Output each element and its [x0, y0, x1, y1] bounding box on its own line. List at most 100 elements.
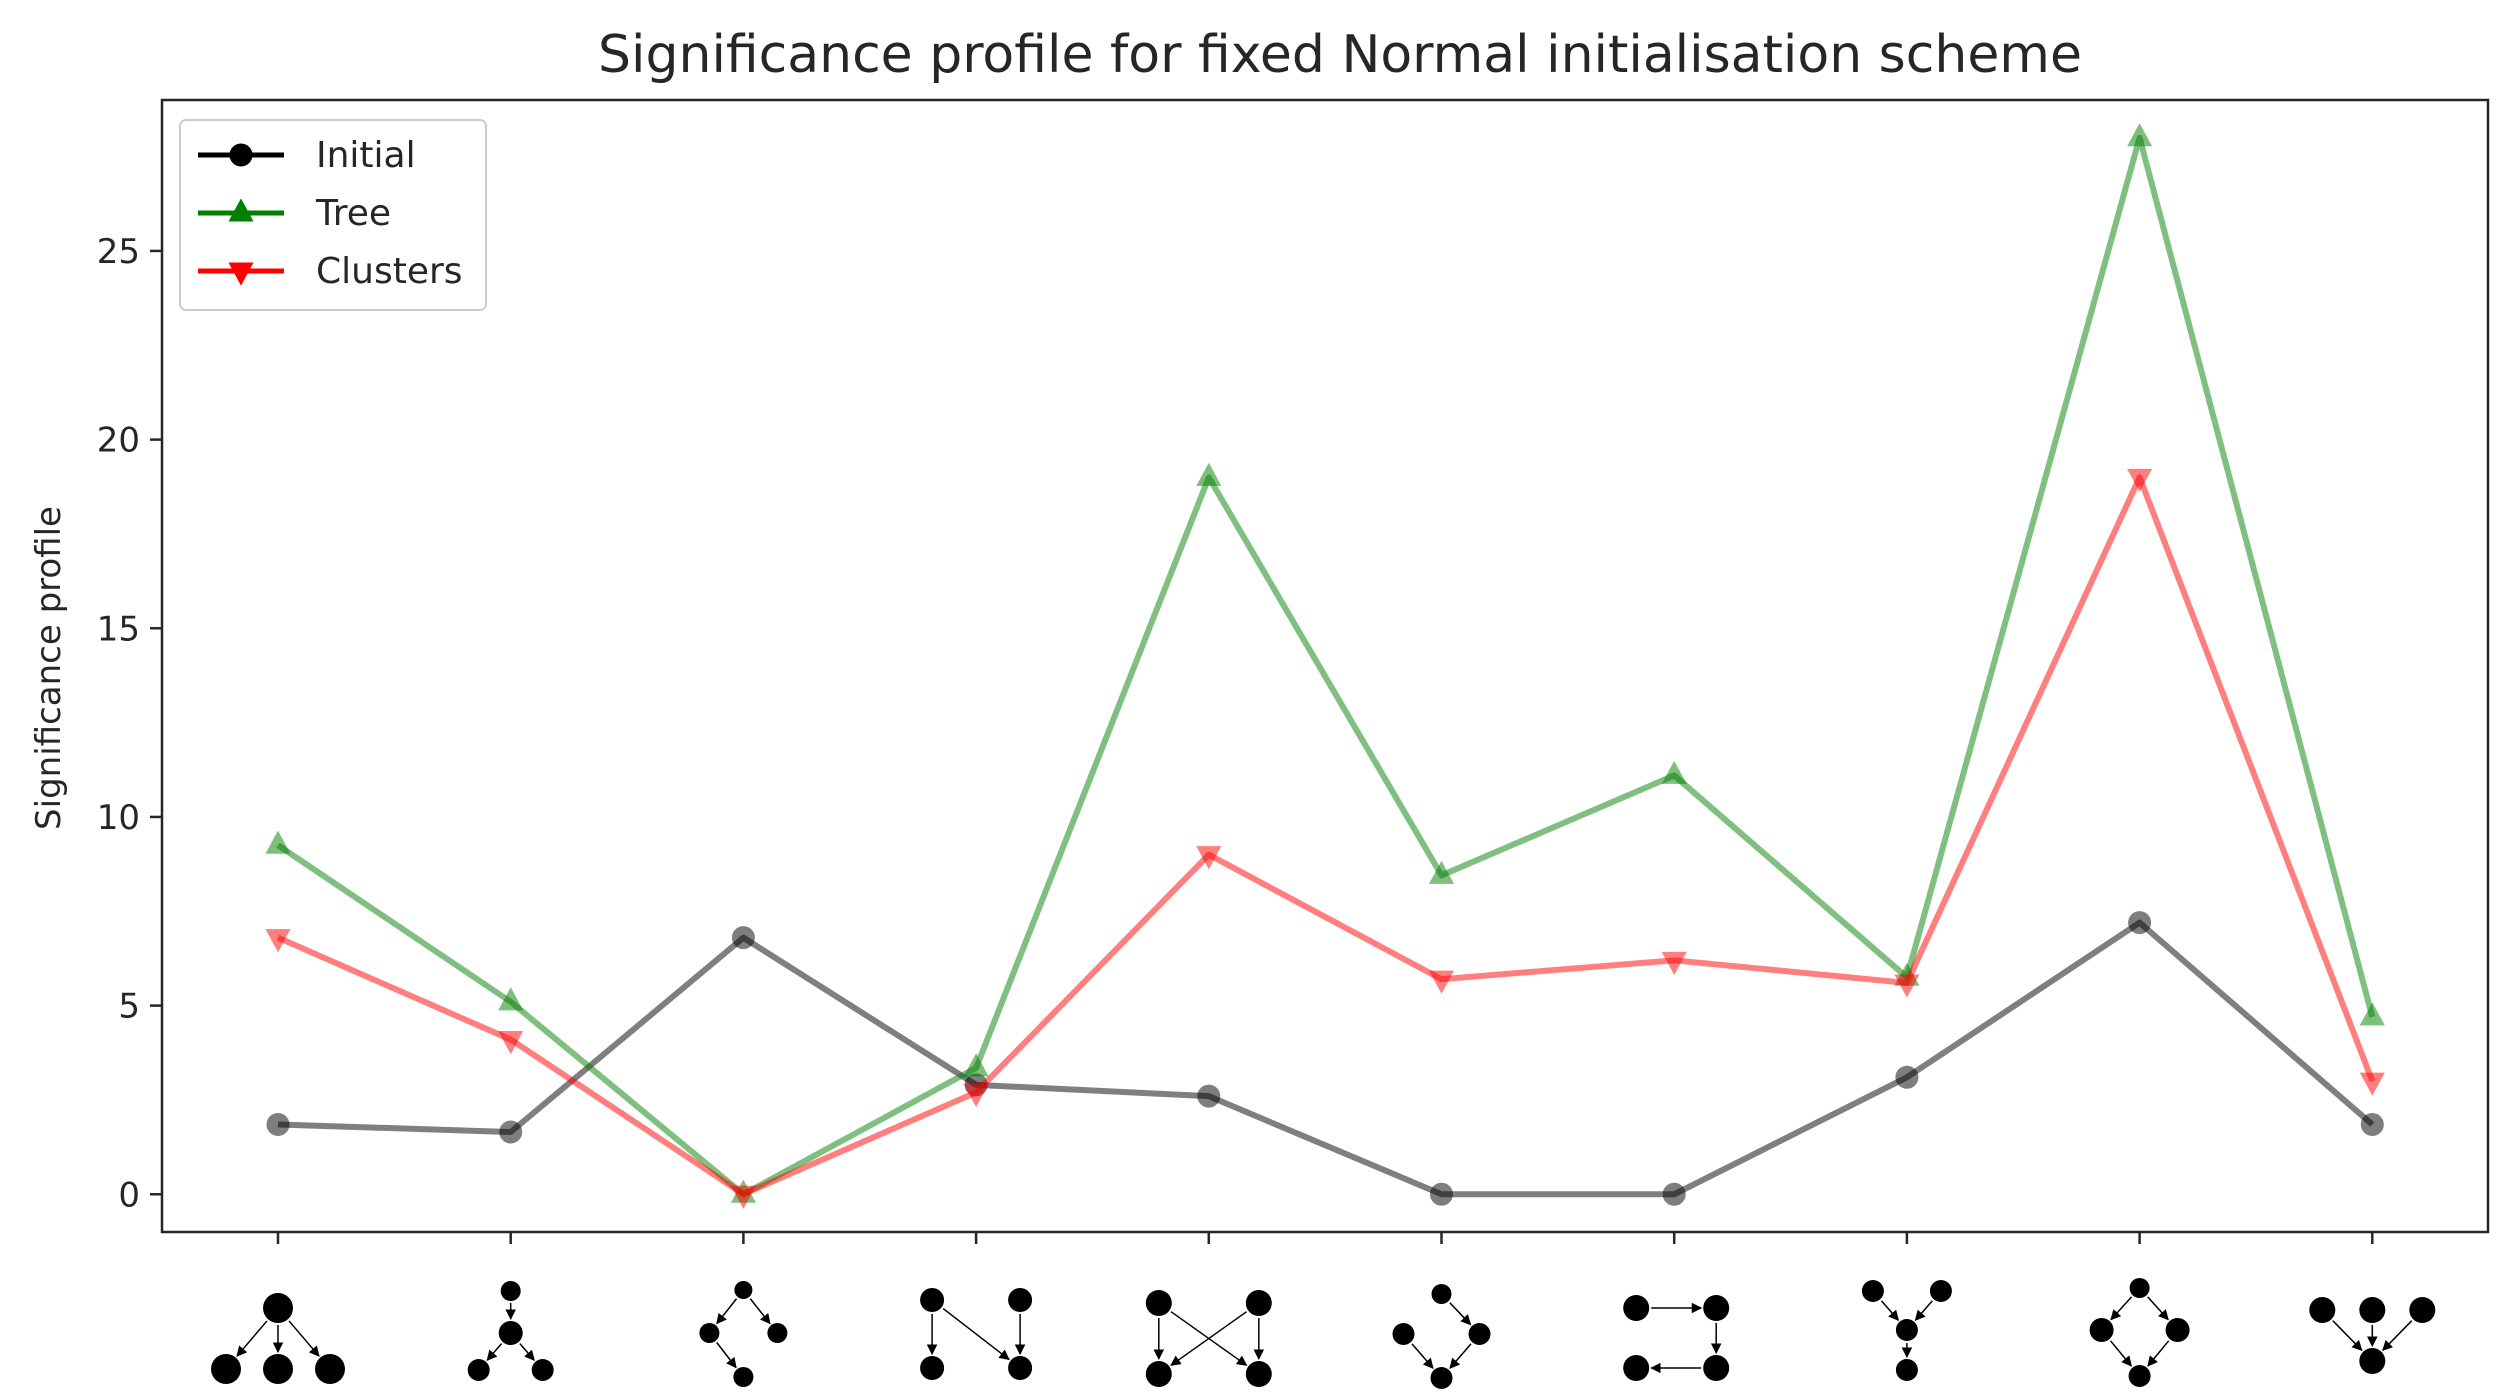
- motif-graph-icon-8: [1861, 1280, 1952, 1381]
- y-axis-label: Significance profile: [29, 506, 69, 830]
- motif-node: [920, 1356, 945, 1380]
- series-initial: [266, 911, 2384, 1206]
- motif-node: [315, 1354, 345, 1384]
- motif-edge: [2147, 1296, 2169, 1321]
- legend-marker: [228, 262, 254, 286]
- motif-edge: [1914, 1300, 1933, 1321]
- data-point-tree: [1196, 462, 1222, 486]
- motif-node: [2129, 1278, 2150, 1298]
- data-point-tree: [2359, 1002, 2385, 1026]
- data-point-clusters: [498, 1031, 524, 1055]
- motif-graph-icon-7: [1623, 1295, 1730, 1381]
- data-point-initial: [1662, 1182, 1686, 1206]
- data-point-clusters: [2127, 468, 2153, 492]
- data-point-initial: [2360, 1112, 2384, 1136]
- motif-graph-icon-5: [1145, 1290, 1272, 1387]
- motif-edge: [1449, 1302, 1472, 1326]
- motif-node: [2359, 1297, 2386, 1323]
- motif-edge: [2332, 1320, 2363, 1352]
- motif-node: [2359, 1348, 2386, 1374]
- data-point-initial: [1895, 1065, 1919, 1089]
- data-point-tree: [2127, 123, 2153, 147]
- legend-label: Tree: [315, 193, 391, 234]
- motif-node: [1008, 1356, 1033, 1380]
- motif-node: [1861, 1280, 1884, 1302]
- legend-entry-initial: Initial: [198, 135, 416, 176]
- motif-graph-icon-6: [1392, 1284, 1491, 1389]
- series-tree: [265, 123, 2385, 1203]
- data-point-initial: [499, 1120, 523, 1144]
- motif-node: [1623, 1355, 1650, 1381]
- data-point-clusters: [1196, 846, 1222, 870]
- motif-node: [2128, 1365, 2151, 1387]
- legend-box: [179, 119, 487, 311]
- motif-edge: [716, 1342, 737, 1369]
- motif-node: [1430, 1367, 1453, 1389]
- motif-node: [2309, 1297, 2336, 1323]
- data-point-clusters: [730, 1185, 756, 1209]
- series-line-tree: [276, 134, 2376, 1198]
- motif-node: [263, 1293, 293, 1323]
- motif-node: [1245, 1361, 1272, 1387]
- series-line-clusters: [276, 474, 2376, 1198]
- y-tick-label: 15: [97, 609, 140, 649]
- legend-entry-tree: Tree: [198, 193, 391, 234]
- motif-node: [734, 1281, 753, 1299]
- motif-graph-icon-10: [2309, 1297, 2436, 1374]
- data-point-tree: [498, 987, 524, 1011]
- legend-marker: [229, 143, 253, 167]
- data-point-tree: [963, 1053, 989, 1077]
- motif-edge: [1880, 1300, 1900, 1321]
- motif-node: [1431, 1284, 1452, 1304]
- motif-edge: [942, 1307, 1010, 1361]
- data-point-tree: [265, 830, 291, 854]
- motif-graph-icon-2: [467, 1281, 554, 1381]
- motif-node: [1929, 1280, 1952, 1302]
- motif-edge: [486, 1343, 503, 1361]
- motif-node: [767, 1323, 788, 1343]
- motif-node: [500, 1281, 521, 1301]
- data-point-clusters: [1428, 970, 1455, 994]
- data-point-clusters: [963, 1083, 989, 1108]
- data-point-clusters: [1894, 974, 1920, 998]
- motif-node: [699, 1323, 720, 1343]
- motif-edge: [236, 1320, 268, 1357]
- motif-edge: [288, 1320, 320, 1357]
- motif-edge: [2382, 1320, 2413, 1352]
- motif-node: [467, 1359, 490, 1381]
- motif-node: [1145, 1290, 1172, 1316]
- motif-node: [1895, 1359, 1918, 1381]
- motif-edge: [1449, 1343, 1472, 1369]
- motif-node: [1245, 1290, 1272, 1316]
- data-point-initial: [731, 926, 755, 950]
- data-point-clusters: [265, 929, 291, 953]
- y-tick-label: 20: [97, 421, 140, 461]
- data-point-tree: [1661, 760, 1687, 784]
- series-clusters: [265, 468, 2385, 1209]
- motif-node: [263, 1354, 293, 1384]
- motif-node: [2165, 1318, 2190, 1342]
- motif-node: [2089, 1318, 2114, 1342]
- motif-node: [211, 1354, 241, 1384]
- data-point-clusters: [1661, 951, 1687, 975]
- legend-marker: [228, 198, 254, 222]
- data-point-initial: [1197, 1084, 1221, 1108]
- motif-node: [1145, 1361, 1172, 1387]
- x-tick-motif-icons: [211, 1278, 2436, 1389]
- motif-edge: [519, 1343, 535, 1361]
- legend-label: Initial: [316, 135, 416, 176]
- motif-graph-icon-3: [699, 1281, 788, 1387]
- y-tick-label: 5: [118, 987, 140, 1027]
- motif-node: [1703, 1355, 1730, 1381]
- motif-graph-icon-9: [2089, 1278, 2190, 1387]
- motif-graph-icon-4: [920, 1288, 1033, 1380]
- y-tick-label: 0: [118, 1175, 140, 1215]
- motif-graph-icon-1: [211, 1293, 345, 1384]
- axes-frame: [160, 98, 2490, 1234]
- data-point-tree: [1428, 860, 1455, 884]
- motif-node: [920, 1288, 945, 1312]
- motif-edge: [716, 1298, 738, 1325]
- chart-title: Significance profile for fixed Normal in…: [598, 25, 2082, 85]
- motif-edge: [2110, 1296, 2133, 1321]
- data-point-initial: [1430, 1182, 1453, 1206]
